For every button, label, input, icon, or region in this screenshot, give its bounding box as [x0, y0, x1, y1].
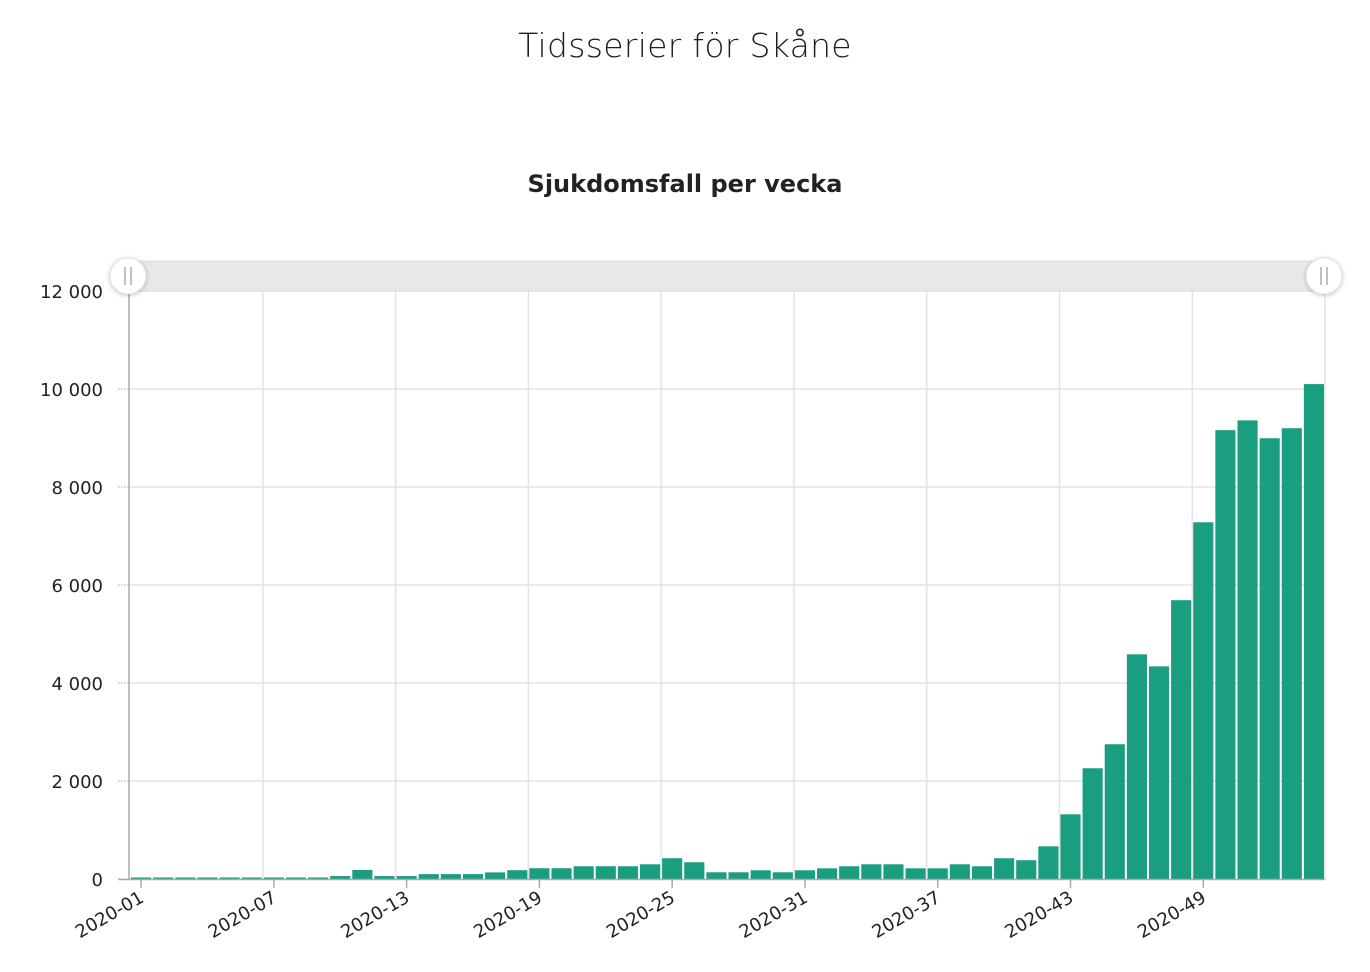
bar[interactable] — [662, 858, 683, 879]
bar[interactable] — [153, 877, 174, 880]
bar[interactable] — [573, 866, 594, 879]
x-tick-label: 2020-43 — [1001, 887, 1077, 943]
bar[interactable] — [728, 872, 749, 879]
bar[interactable] — [794, 870, 816, 879]
x-tick-label: 2020-07 — [205, 887, 281, 943]
bar[interactable] — [197, 877, 218, 880]
grip-icon — [1320, 267, 1328, 285]
x-tick-label: 2020-19 — [470, 887, 546, 943]
bar[interactable] — [949, 864, 970, 879]
x-tick-label: 2020-49 — [1134, 887, 1210, 943]
y-tick-label: 8 000 — [51, 478, 103, 499]
bar[interactable] — [861, 864, 882, 879]
bar[interactable] — [352, 869, 373, 879]
bar[interactable] — [1281, 428, 1302, 879]
range-slider-right-handle[interactable] — [1305, 257, 1343, 295]
bar[interactable] — [462, 874, 484, 879]
bar[interactable] — [330, 876, 351, 879]
bar[interactable] — [219, 877, 240, 880]
chart-title: Sjukdomsfall per vecka — [527, 170, 843, 198]
y-tick-label: 10 000 — [40, 380, 103, 401]
bar[interactable] — [883, 864, 904, 879]
bar[interactable] — [1104, 744, 1125, 879]
bar[interactable] — [639, 864, 661, 879]
bar[interactable] — [994, 858, 1015, 879]
x-tick-label: 2020-13 — [337, 887, 413, 943]
bar[interactable] — [1148, 666, 1170, 879]
x-tick-label: 2020-31 — [736, 887, 812, 943]
bar[interactable] — [131, 877, 152, 880]
range-slider[interactable] — [109, 257, 1343, 295]
bar[interactable] — [440, 874, 461, 879]
bar[interactable] — [285, 877, 307, 880]
bar[interactable] — [1171, 600, 1192, 879]
bar[interactable] — [1038, 846, 1059, 879]
bar[interactable] — [374, 876, 395, 879]
y-tick-label: 6 000 — [51, 576, 103, 597]
bar[interactable] — [529, 868, 550, 879]
bar[interactable] — [485, 872, 506, 879]
bars — [131, 384, 1324, 879]
x-tick-label: 2020-01 — [72, 887, 148, 943]
bar[interactable] — [1237, 420, 1258, 879]
bar[interactable] — [308, 877, 329, 880]
bar[interactable] — [263, 877, 284, 880]
bar[interactable] — [905, 868, 926, 879]
bar[interactable] — [817, 868, 838, 879]
x-tick-label: 2020-25 — [603, 887, 679, 943]
bar[interactable] — [1303, 384, 1324, 879]
bar[interactable] — [684, 862, 705, 879]
x-tick-label: 2020-37 — [869, 887, 945, 943]
y-axis-labels: 0 2 000 4 000 6 000 8 000 10 000 12 000 — [40, 282, 103, 891]
bar[interactable] — [396, 876, 417, 879]
bar[interactable] — [241, 877, 262, 880]
bar[interactable] — [1126, 654, 1147, 879]
x-axis-labels: 2020-01 2020-07 2020-13 2020-19 2020-25 2020-… — [72, 887, 1210, 943]
bar[interactable] — [595, 866, 616, 879]
bar[interactable] — [551, 868, 572, 879]
axes — [118, 281, 1325, 888]
bar[interactable] — [839, 866, 860, 879]
bar[interactable] — [418, 874, 439, 879]
page-title: Tidsserier för Skåne — [518, 26, 852, 65]
grip-icon — [124, 267, 132, 285]
bar[interactable] — [1215, 430, 1236, 879]
bar[interactable] — [507, 870, 528, 879]
bar[interactable] — [706, 872, 727, 879]
bar[interactable] — [1259, 438, 1280, 879]
bar[interactable] — [750, 870, 771, 879]
bar[interactable] — [1193, 522, 1214, 879]
range-slider-left-handle[interactable] — [109, 257, 147, 295]
bar[interactable] — [772, 872, 793, 879]
y-tick-label: 12 000 — [40, 282, 103, 303]
y-tick-label: 2 000 — [51, 772, 103, 793]
bar[interactable] — [175, 877, 196, 880]
y-tick-label: 0 — [92, 870, 103, 891]
range-slider-track[interactable] — [127, 260, 1326, 292]
bar[interactable] — [971, 866, 993, 879]
bar[interactable] — [1060, 814, 1081, 879]
y-tick-label: 4 000 — [51, 674, 103, 695]
bar[interactable] — [927, 868, 948, 879]
bar[interactable] — [1082, 768, 1103, 879]
bar[interactable] — [617, 866, 638, 879]
bar[interactable] — [1016, 860, 1037, 879]
